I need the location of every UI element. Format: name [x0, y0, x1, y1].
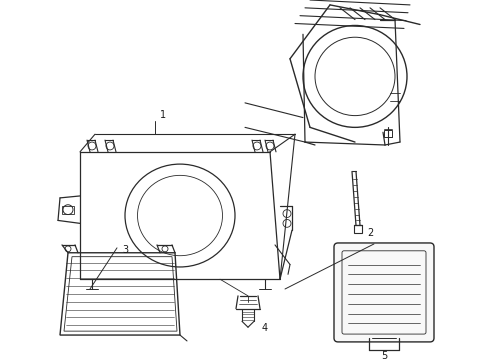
Text: 3: 3 — [122, 245, 128, 255]
Text: 4: 4 — [262, 323, 268, 333]
Text: 1: 1 — [160, 110, 166, 120]
FancyBboxPatch shape — [334, 243, 434, 342]
Text: 2: 2 — [367, 228, 373, 238]
Text: 5: 5 — [381, 351, 387, 360]
FancyBboxPatch shape — [354, 225, 362, 233]
FancyBboxPatch shape — [384, 130, 392, 137]
